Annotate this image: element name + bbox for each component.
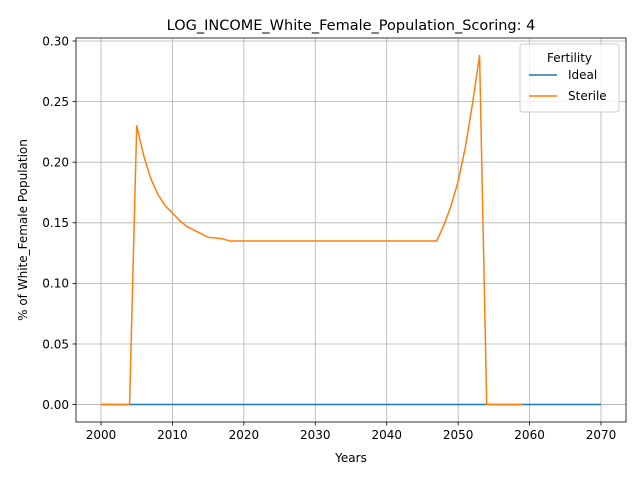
x-tick-label: 2030 xyxy=(300,428,331,442)
y-tick-label: 0.10 xyxy=(42,277,69,291)
x-tick-label: 2040 xyxy=(371,428,402,442)
x-tick-label: 2050 xyxy=(443,428,474,442)
x-axis-ticks: 2000 2010 2020 2030 2040 2050 2060 2070 xyxy=(86,422,617,442)
series-lines xyxy=(101,54,601,406)
x-axis-label: Years xyxy=(334,451,367,465)
y-tick-label: 0.25 xyxy=(42,95,69,109)
y-tick-label: 0.20 xyxy=(42,156,69,170)
y-tick-label: 0.05 xyxy=(42,337,69,351)
x-tick-label: 2060 xyxy=(514,428,545,442)
y-tick-label: 0.15 xyxy=(42,216,69,230)
y-tick-label: 0.00 xyxy=(42,398,69,412)
legend-title: Fertility xyxy=(547,51,592,65)
chart-title: LOG_INCOME_White_Female_Population_Scori… xyxy=(167,18,536,34)
axes-frame xyxy=(75,37,627,423)
x-tick-label: 2010 xyxy=(157,428,188,442)
x-tick-label: 2070 xyxy=(586,428,617,442)
y-tick-label: 0.30 xyxy=(42,34,69,48)
x-tick-label: 2000 xyxy=(86,428,117,442)
y-axis-label: % of White_Female Population xyxy=(16,139,30,321)
series-line-sterile xyxy=(101,54,523,406)
y-axis-ticks: 0.00 0.05 0.10 0.15 0.20 0.25 0.30 xyxy=(42,34,76,412)
legend: Fertility Ideal Sterile xyxy=(519,43,620,113)
legend-label-sterile: Sterile xyxy=(568,89,607,103)
x-tick-label: 2020 xyxy=(229,428,260,442)
legend-box xyxy=(519,43,620,113)
legend-label-ideal: Ideal xyxy=(568,68,597,82)
